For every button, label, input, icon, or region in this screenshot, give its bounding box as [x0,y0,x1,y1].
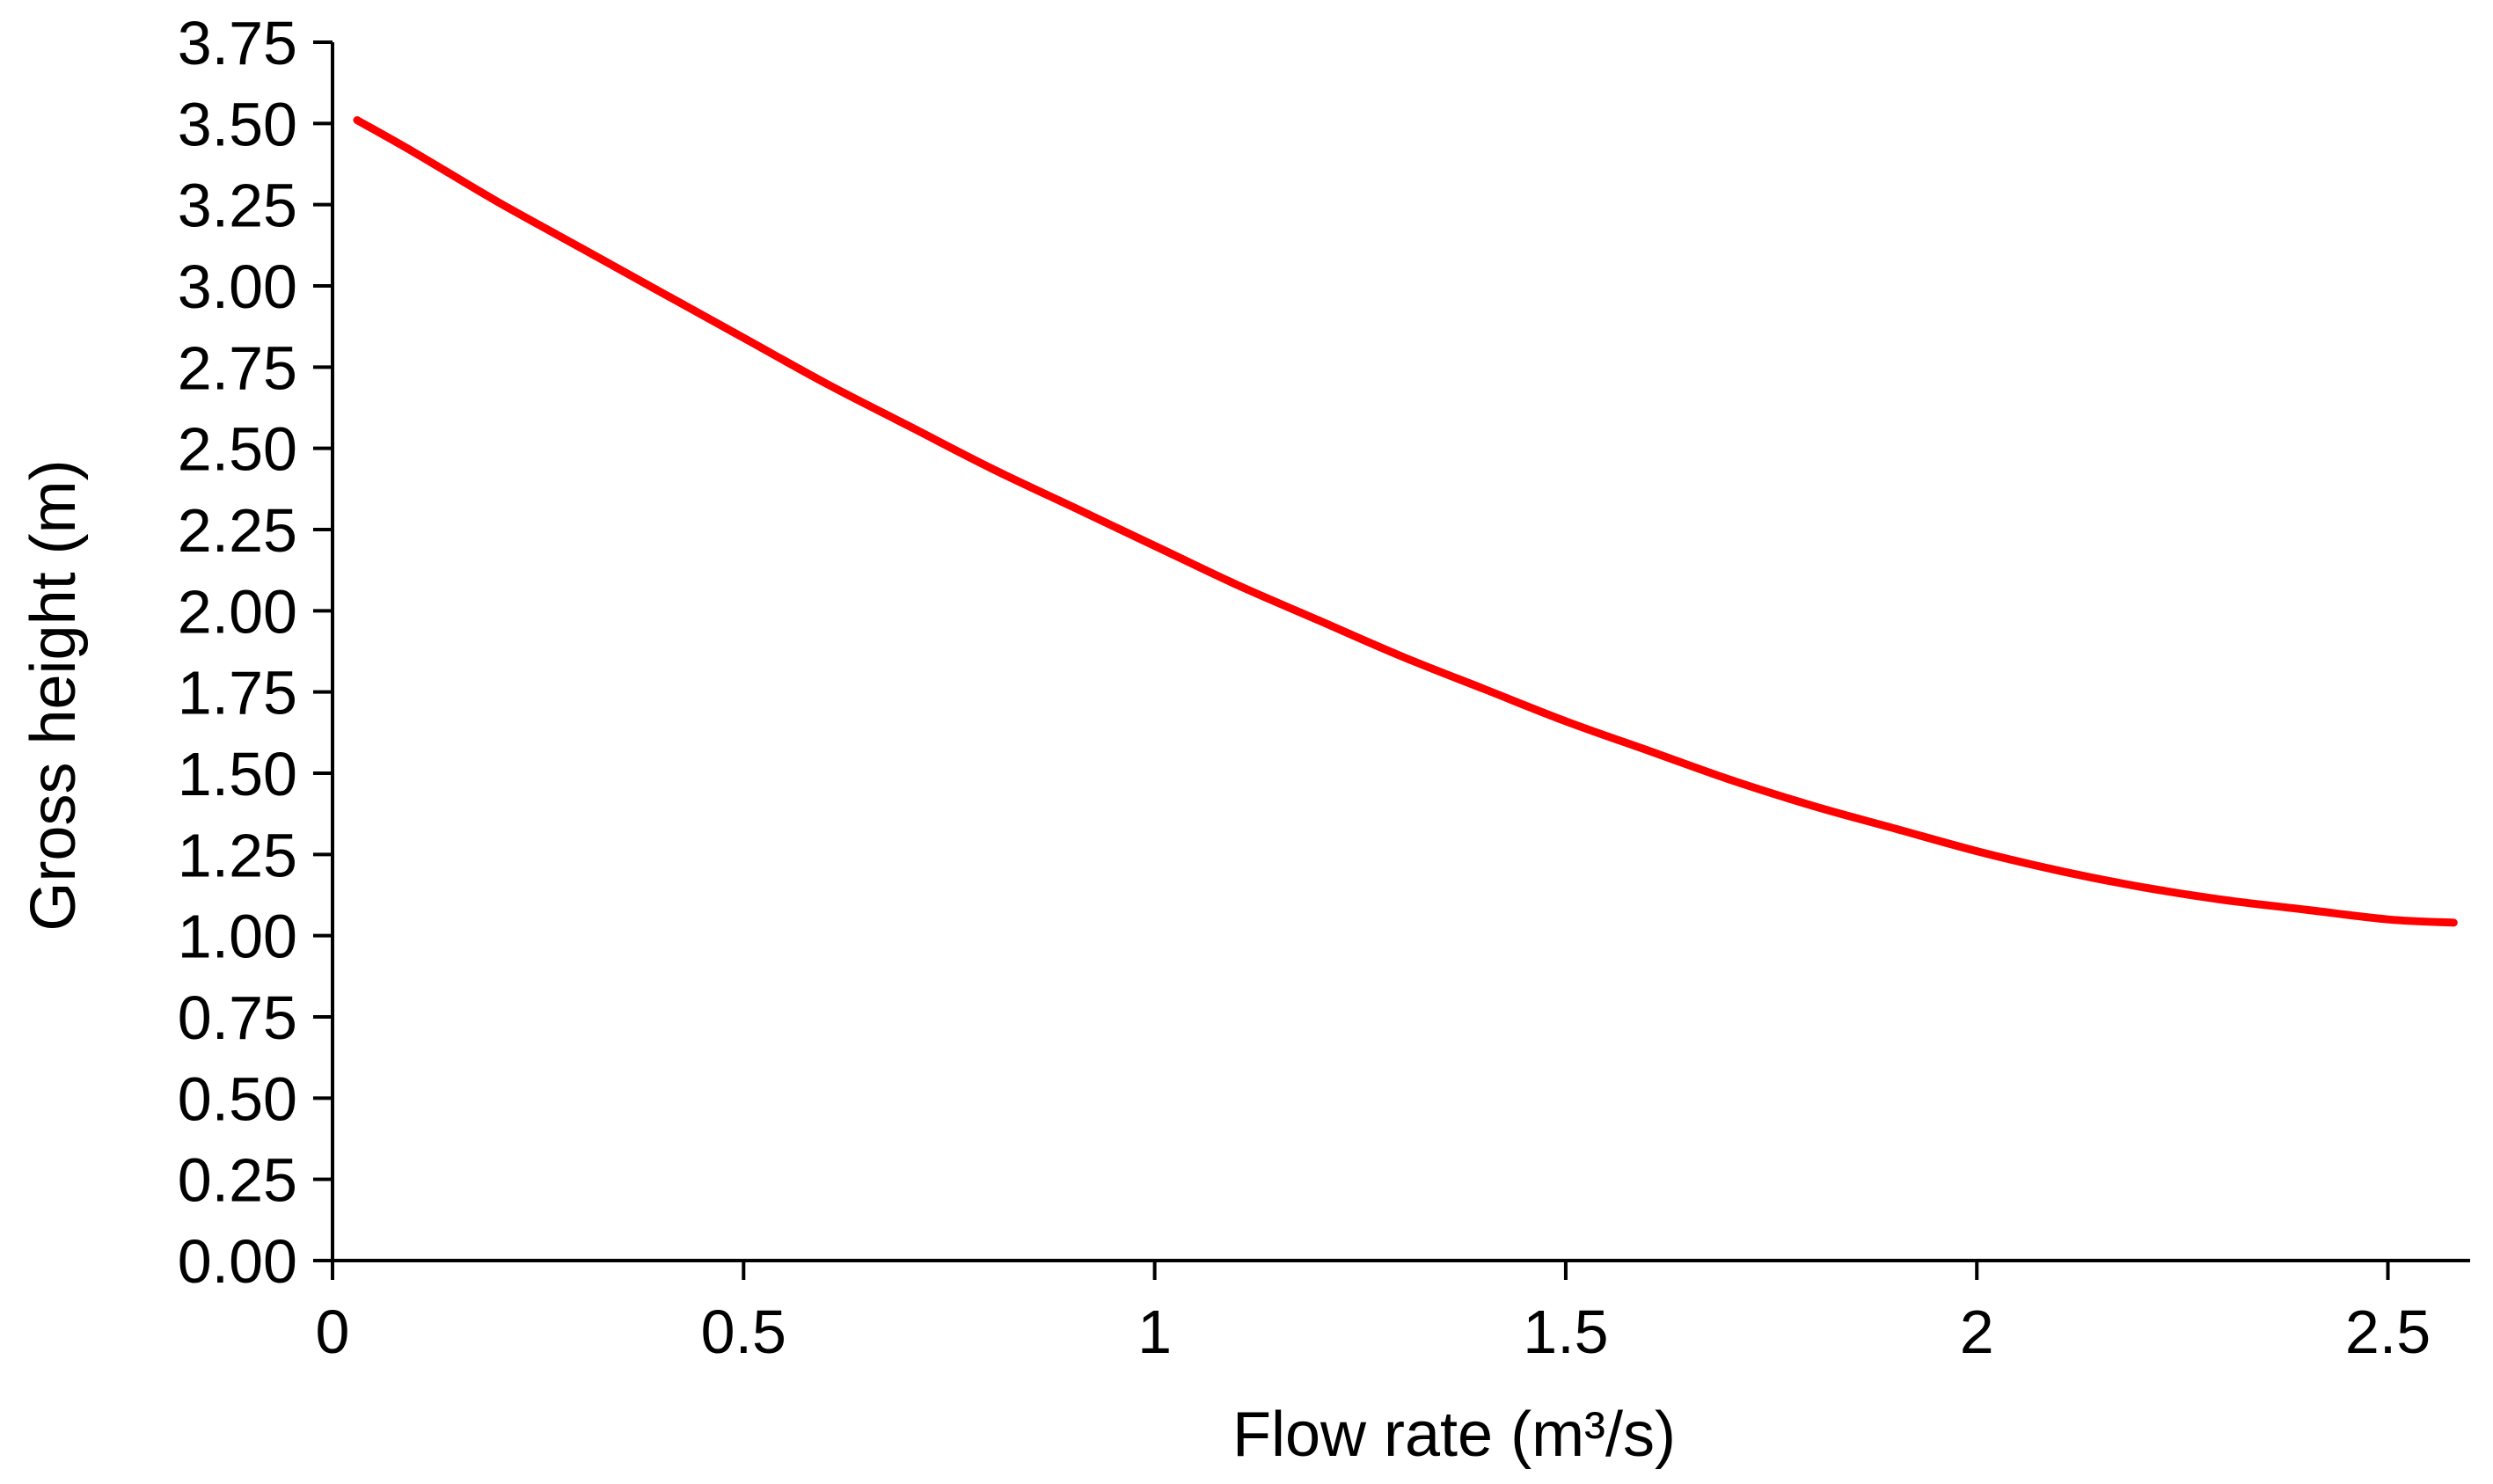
series-line-0 [353,116,2458,927]
x-tick-label: 0 [316,1298,350,1366]
y-tick-label: 0.50 [178,1064,297,1133]
x-tick-label: 1.5 [1523,1298,1608,1366]
y-tick-label: 3.00 [178,252,297,321]
y-tick-label: 3.25 [178,172,297,240]
x-axis-ticks: 0 0.5 1 1.5 2 2.5 [316,1261,2431,1366]
y-tick-label: 1.75 [178,659,297,727]
y-axis-ticks: 0.00 0.25 0.50 0.75 1.00 1.25 1.50 1.75 2.00 2.25… [178,9,333,1296]
y-tick-label: 2.75 [178,333,297,402]
y-tick-label: 0.00 [178,1227,297,1296]
x-tick-label: 0.5 [701,1298,786,1366]
y-tick-label: 1.50 [178,740,297,808]
x-axis-title: Flow rate (m³/s) [1232,1400,1676,1470]
y-tick-label: 2.00 [178,577,297,646]
x-tick-label: 2 [1960,1298,1994,1366]
y-tick-label: 3.50 [178,90,297,158]
y-tick-label: 2.50 [178,415,297,484]
y-tick-label: 0.75 [178,983,297,1052]
x-tick-label: 2.5 [2345,1298,2431,1366]
y-tick-label: 0.25 [178,1146,297,1215]
x-tick-label: 1 [1137,1298,1172,1366]
y-tick-label: 2.25 [178,496,297,565]
y-axis-title: Gross height (m) [18,459,89,931]
y-tick-label: 1.25 [178,821,297,889]
y-tick-label: 3.75 [178,9,297,77]
y-tick-label: 1.00 [178,903,297,971]
series-group [353,116,2458,927]
